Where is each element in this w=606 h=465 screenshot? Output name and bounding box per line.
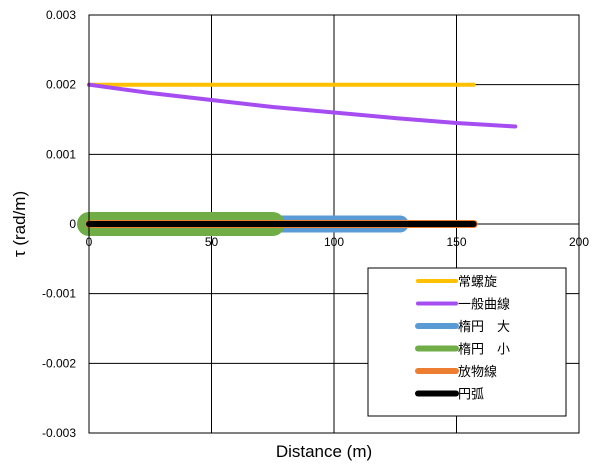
y-tick-label: -0.003 <box>42 426 76 440</box>
y-axis-title: τ (rad/m) <box>10 191 29 257</box>
y-tick-label: 0 <box>69 217 76 231</box>
y-tick-label: 0.003 <box>46 8 76 22</box>
series-line-1 <box>87 82 518 129</box>
plot-border <box>88 14 580 434</box>
x-tick-label: 50 <box>205 235 219 249</box>
x-tick-label: 150 <box>446 235 466 249</box>
legend-label: 楕円 小 <box>458 343 510 358</box>
legend-label: 一般曲線 <box>458 297 510 313</box>
x-tick-label: 0 <box>86 235 93 249</box>
y-tick-label: 0.002 <box>46 78 76 92</box>
legend-box <box>367 267 567 417</box>
x-tick-label: 100 <box>324 235 344 249</box>
series-group <box>77 82 518 236</box>
y-tick-label: -0.001 <box>42 287 76 301</box>
y-tick-label: 0.001 <box>46 147 76 161</box>
tick-labels: 0.003 0.002 0.001 0 -0.001 -0.002 -0.003 0 50 100… <box>42 8 589 440</box>
legend-label: 楕円 大 <box>458 320 510 335</box>
y-tick-label: -0.002 <box>42 356 76 370</box>
x-tick-label: 200 <box>569 235 589 249</box>
legend-label: 放物線 <box>458 364 497 380</box>
x-axis-title: Distance (m) <box>276 442 372 461</box>
legend-label: 常螺旋 <box>458 275 497 290</box>
legend-label: 円弧 <box>458 388 484 403</box>
